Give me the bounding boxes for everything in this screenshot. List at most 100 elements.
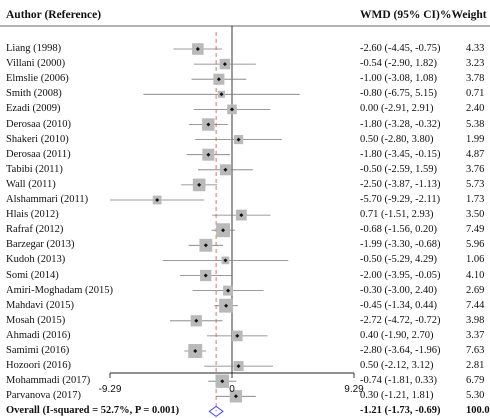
point-estimate-marker	[219, 92, 224, 97]
study-ci-text: -0.68 (-1.56, 0.20)	[360, 224, 437, 236]
study-weight-text: 7.44	[466, 299, 485, 311]
study-weight-text: 1.06	[466, 254, 485, 266]
study-weight-text: 2.81	[466, 360, 485, 372]
study-ci-text: -1.00 (-3.08, 1.08)	[360, 73, 437, 85]
study-weight-text: 4.87	[466, 148, 485, 160]
study-weight-text: 3.98	[466, 314, 485, 326]
study-weight-text: 4.33	[466, 43, 485, 54]
point-estimate-marker	[222, 62, 227, 67]
overall-weight-text: 100.00	[466, 405, 490, 417]
study-label: Mosah (2015)	[6, 314, 66, 326]
study-weight-text: 1.73	[466, 194, 485, 205]
study-weight-text: 3.23	[466, 58, 485, 70]
study-ci-text: -1.99 (-3.30, -0.68)	[360, 239, 441, 251]
study-ci-text: -0.50 (-5.29, 4.29)	[360, 254, 437, 266]
study-label: Rafraf (2012)	[6, 224, 64, 236]
study-ci-text: 0.50 (-2.80, 3.80)	[360, 133, 434, 145]
study-label: Smith (2008)	[6, 88, 62, 100]
point-estimate-marker	[197, 182, 202, 187]
study-ci-text: -0.74 (-1.81, 0.33)	[360, 375, 437, 387]
study-ci-text: 0.40 (-1.90, 2.70)	[360, 329, 434, 341]
study-label: Mahdavi (2015)	[6, 299, 74, 311]
point-estimate-marker	[220, 379, 225, 384]
study-weight-text: 6.79	[466, 375, 485, 387]
study-ci-text: -0.30 (-3.00, 2.40)	[360, 284, 437, 296]
overall-diamond	[208, 405, 224, 418]
study-weight-text: 5.30	[466, 390, 485, 402]
point-estimate-marker	[216, 77, 221, 82]
study-ci-text: 0.71 (-1.51, 2.93)	[360, 209, 434, 221]
study-ci-text: -0.80 (-6.75, 5.15)	[360, 88, 437, 100]
study-weight-text: 3.37	[466, 329, 485, 341]
study-label: Kudoh (2013)	[6, 254, 66, 266]
study-label: Parvanova (2017)	[6, 390, 81, 402]
study-ci-text: -0.54 (-2.90, 1.82)	[360, 58, 437, 70]
study-label: Alshammari (2011)	[6, 194, 89, 205]
effect-column-header: WMD (95% CI)	[360, 9, 440, 21]
point-estimate-marker	[206, 152, 211, 157]
x-tick-label: 0	[229, 384, 235, 395]
overall-label: Overall (I-squared = 52.7%, P = 0.001)	[6, 405, 180, 417]
study-ci-text: -2.00 (-3.95, -0.05)	[360, 269, 441, 281]
study-weight-text: 5.73	[466, 178, 485, 190]
study-weight-text: 5.38	[466, 118, 485, 130]
study-weight-text: 2.69	[466, 284, 485, 296]
study-label: Hlais (2012)	[6, 209, 59, 221]
point-estimate-marker	[195, 47, 200, 51]
study-label: Ahmadi (2016)	[6, 329, 71, 341]
study-label: Villani (2000)	[6, 58, 66, 70]
study-label: Somi (2014)	[6, 269, 59, 281]
study-ci-text: -2.72 (-4.72, -0.72)	[360, 314, 441, 326]
study-weight-text: 1.99	[466, 133, 485, 145]
study-ci-text: -2.80 (-3.64, -1.96)	[360, 345, 441, 356]
point-estimate-marker	[223, 167, 228, 172]
point-estimate-marker	[206, 122, 211, 127]
study-ci-text: 0.00 (-2.91, 2.91)	[360, 103, 434, 115]
point-estimate-marker	[233, 394, 238, 399]
x-tick-label: -9.29	[99, 384, 122, 395]
study-weight-text: 3.76	[466, 163, 485, 175]
point-estimate-marker	[193, 349, 198, 353]
study-ci-text: -1.80 (-3.28, -0.32)	[360, 118, 441, 130]
point-estimate-marker	[203, 273, 208, 278]
study-weight-text: 0.71	[466, 88, 485, 100]
study-label: Liang (1998)	[6, 43, 62, 54]
study-weight-text: 7.49	[466, 224, 485, 236]
point-estimate-marker	[236, 364, 241, 369]
study-label: Derosaa (2010)	[6, 118, 72, 130]
study-label: Amiri-Moghadam (2015)	[6, 284, 114, 296]
point-estimate-marker	[235, 333, 240, 338]
point-estimate-marker	[239, 213, 244, 218]
study-ci-text: -0.50 (-2.59, 1.59)	[360, 163, 437, 175]
point-estimate-marker	[236, 137, 241, 142]
point-estimate-marker	[230, 107, 234, 112]
overall-ci-text: -1.21 (-1.73, -0.69)	[360, 405, 441, 417]
study-label: Wall (2011)	[6, 178, 56, 190]
study-ci-text: 0.50 (-2.12, 3.12)	[360, 360, 434, 372]
point-estimate-marker	[226, 288, 231, 293]
study-weight-text: 3.50	[466, 209, 485, 221]
study-weight-text: 2.40	[466, 103, 485, 115]
study-label: Hozoori (2016)	[6, 360, 72, 372]
study-label: Barzegar (2013)	[6, 239, 75, 251]
weight-column-header: %Weight	[440, 9, 487, 21]
study-label: Shakeri (2010)	[6, 133, 69, 145]
study-ci-text: 0.30 (-1.21, 1.81)	[360, 390, 434, 402]
study-label: Ezadi (2009)	[6, 103, 61, 115]
study-label: Mohammadi (2017)	[6, 375, 91, 387]
study-column-header: Author (Reference)	[6, 9, 102, 21]
x-tick-label: 9.29	[344, 384, 364, 395]
point-estimate-marker	[155, 198, 160, 202]
study-weight-text: 7.63	[466, 345, 485, 356]
study-weight-text: 4.10	[466, 269, 485, 281]
study-ci-text: -5.70 (-9.29, -2.11)	[360, 194, 441, 205]
study-label: Samimi (2016)	[6, 345, 70, 356]
point-estimate-marker	[223, 258, 228, 263]
study-weight-text: 3.78	[466, 73, 485, 85]
study-label: Derosaa (2011)	[6, 148, 71, 160]
point-estimate-marker	[224, 303, 229, 308]
study-label: Tabibi (2011)	[6, 163, 63, 175]
study-ci-text: -0.45 (-1.34, 0.44)	[360, 299, 437, 311]
study-ci-text: -1.80 (-3.45, -0.15)	[360, 148, 441, 160]
